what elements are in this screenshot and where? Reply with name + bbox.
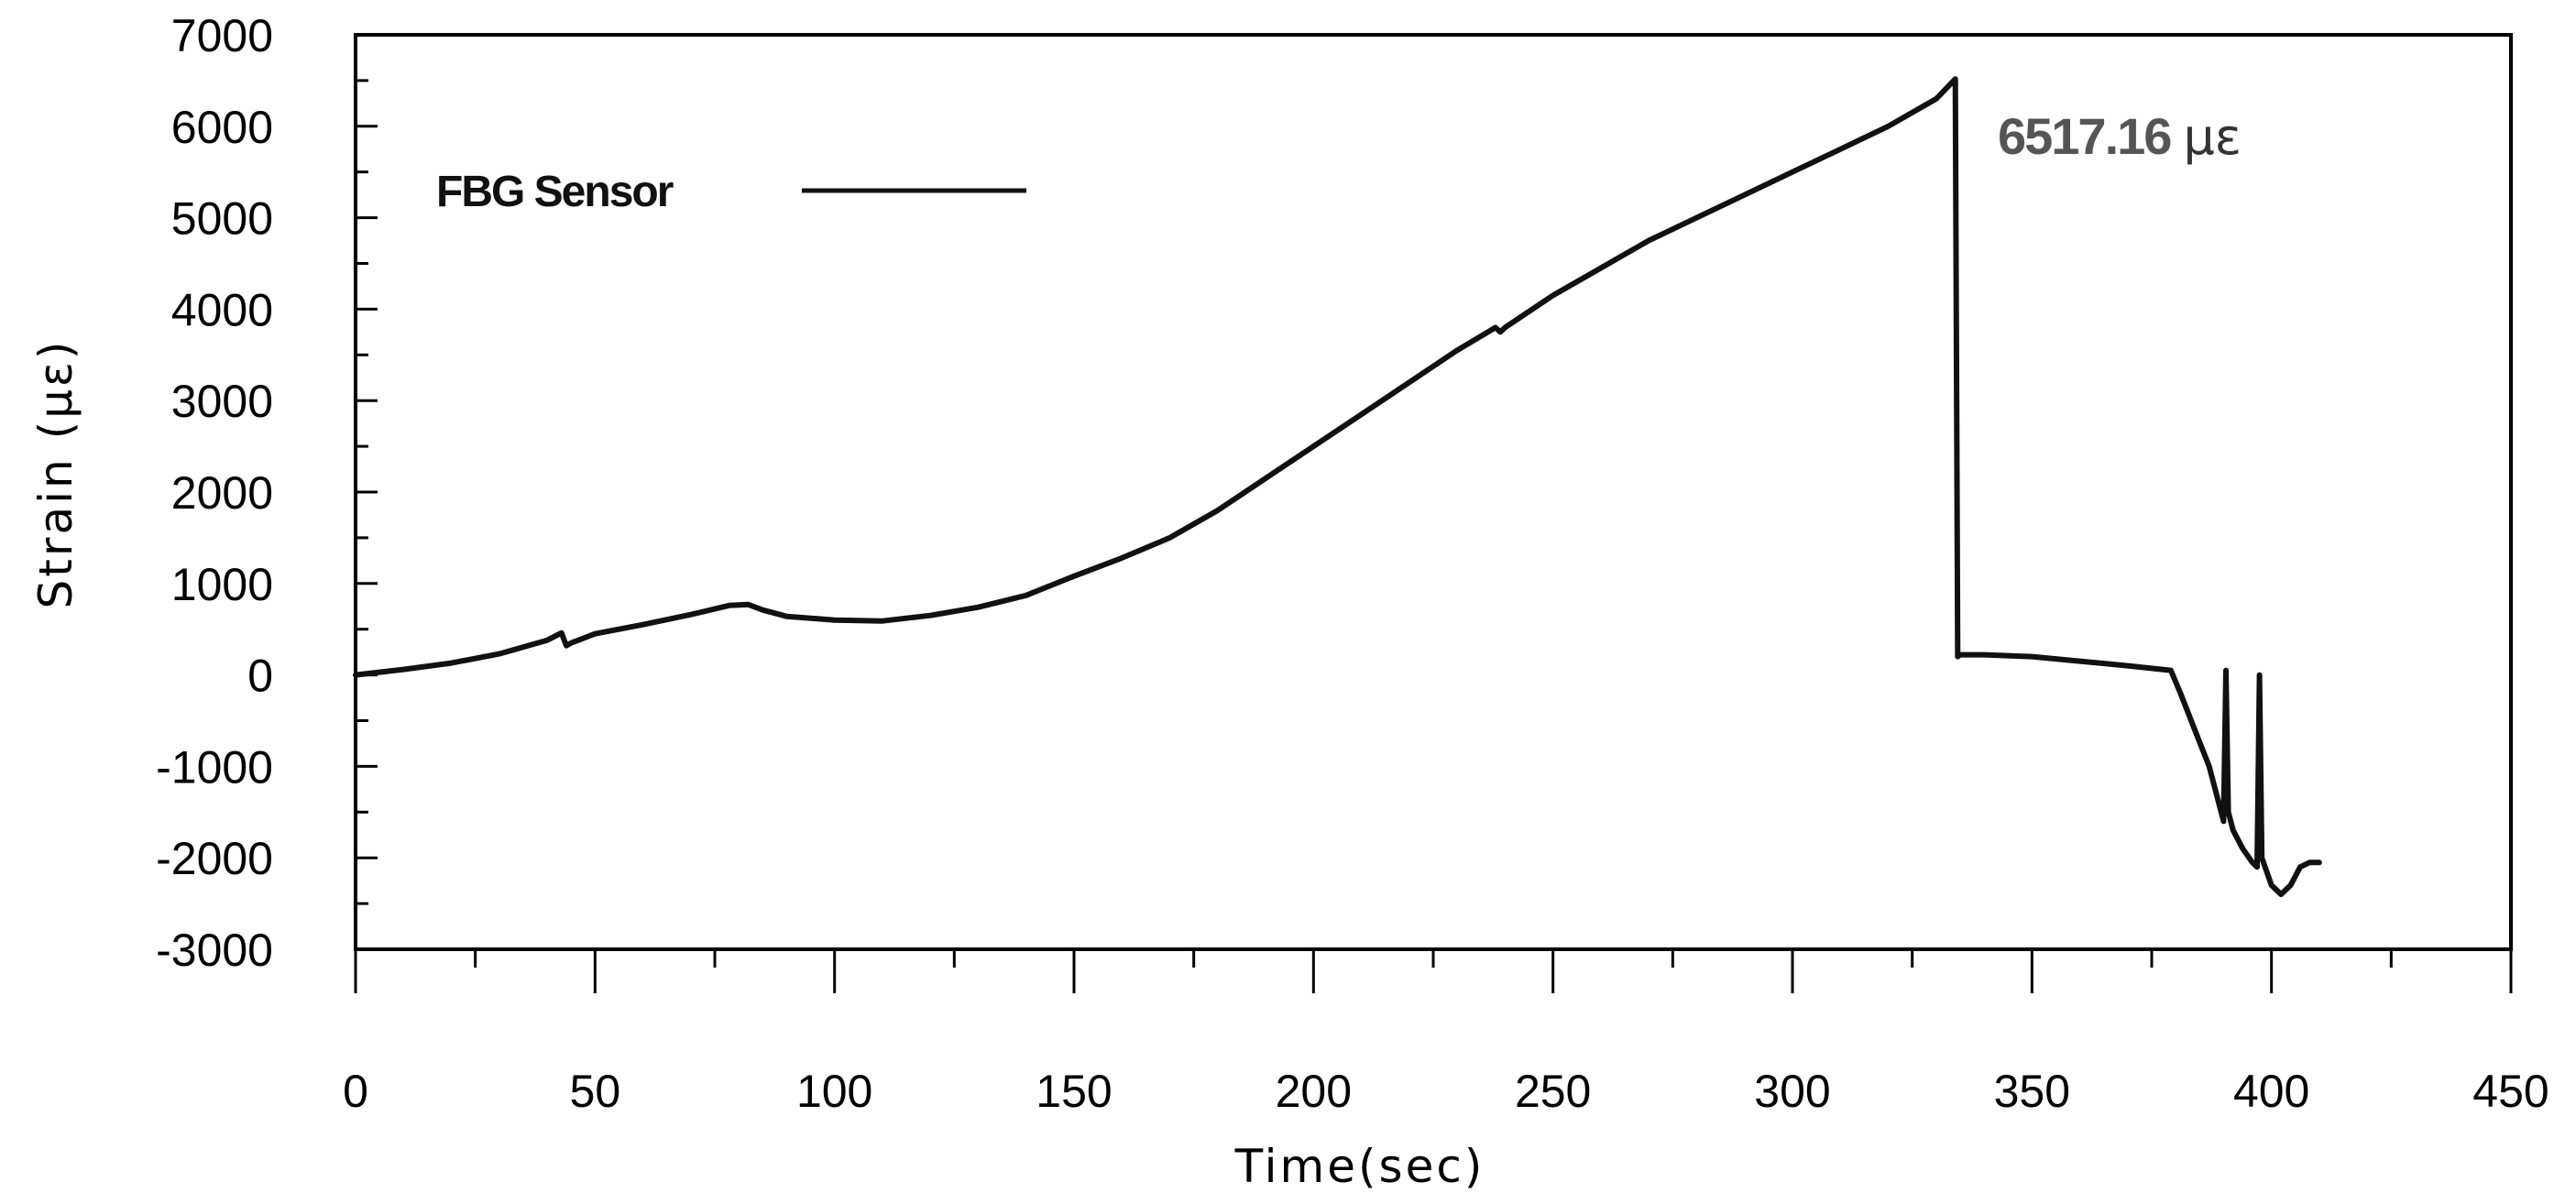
y-tick-label: 5000 [171,193,273,245]
x-tick-label: 50 [570,1066,621,1117]
series-layer [353,76,2322,898]
y-tick-label: 6000 [171,102,273,153]
y-tick-label: 7000 [171,10,273,61]
legend-label-fbg-sensor: FBG Sensor [436,168,674,216]
x-tick-label: 300 [1754,1066,1830,1117]
peak-value-unit: με [2183,108,2242,166]
y-tick-label: 3000 [171,376,273,427]
x-axis-tick-labels: 0 50 100 150 200 250 300 350 400 450 [343,1066,2549,1117]
y-tick-label: -2000 [156,833,273,884]
y-tick-label: -3000 [156,925,273,976]
y-axis-tick-labels: 7000 6000 5000 4000 3000 2000 1000 0 -1000 -2000 -… [156,10,273,976]
x-tick-label: 200 [1276,1066,1352,1117]
peak-annotation: 6517.16 με [1998,107,2242,166]
y-tick-label: 1000 [171,559,273,610]
x-tick-label: 350 [1994,1066,2070,1117]
x-tick-label: 250 [1515,1066,1591,1117]
peak-value: 6517.16 [1998,107,2171,165]
y-tick-label: 0 [247,651,273,702]
series-line-fbg-sensor [353,76,2322,898]
x-tick-label: 450 [2472,1066,2549,1117]
x-tick-label: 400 [2233,1066,2309,1117]
x-axis-title: Time(sec) [1234,1140,1485,1193]
x-tick-label: 100 [796,1066,872,1117]
axis-ticks [354,33,2513,993]
y-tick-label: 4000 [171,284,273,335]
y-tick-label: 2000 [171,467,273,519]
y-axis-title: Strain (με) [29,339,82,609]
x-tick-label: 150 [1036,1066,1112,1117]
x-tick-label: 0 [343,1066,368,1117]
y-tick-label: -1000 [156,741,273,793]
legend: FBG Sensor [436,168,1026,216]
peak-value-label: 6517.16 με [1998,107,2242,166]
